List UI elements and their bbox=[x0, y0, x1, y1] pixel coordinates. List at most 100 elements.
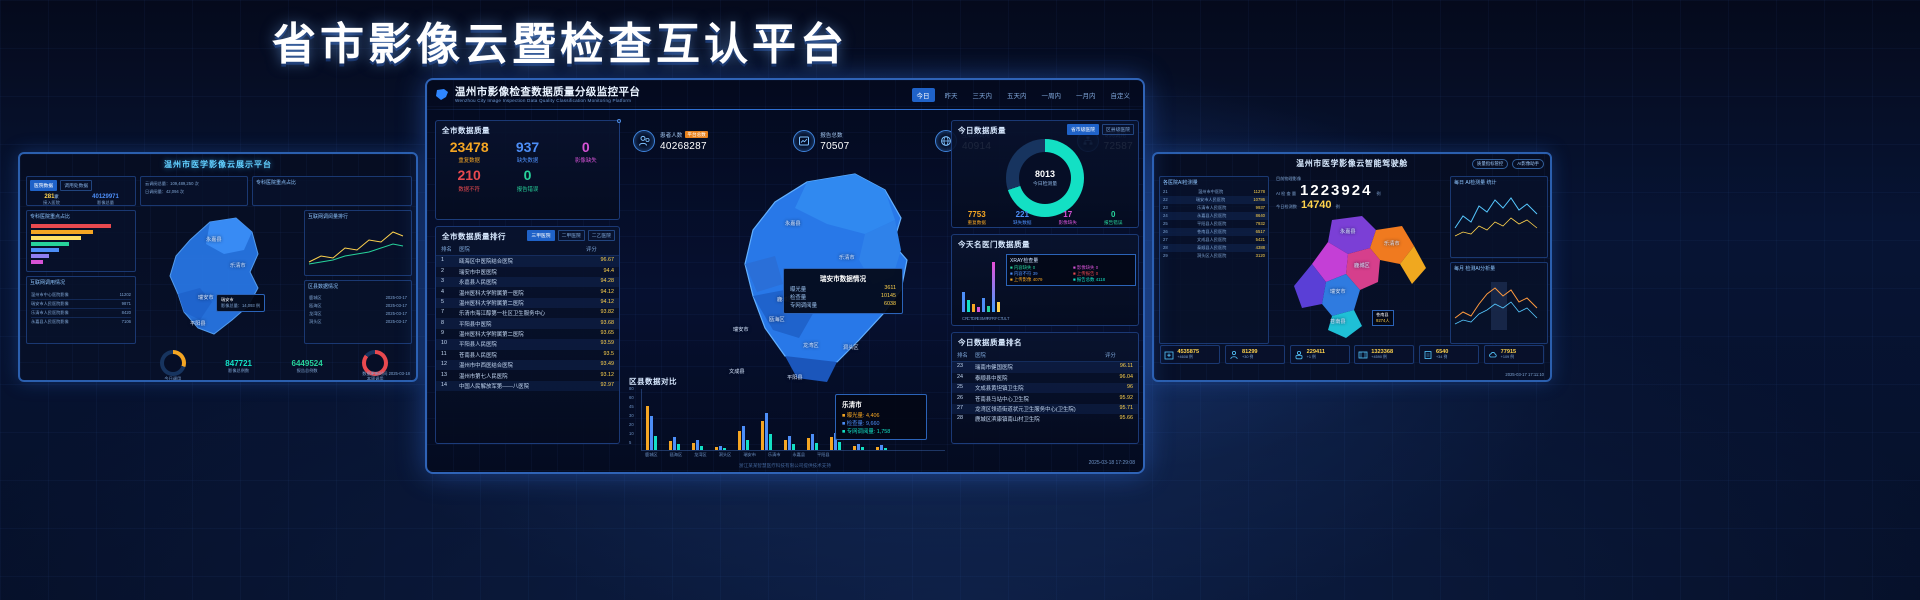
col-rank: 排名 bbox=[441, 247, 452, 254]
fc-v-0: 4535875 bbox=[1177, 349, 1200, 355]
map-label-yongjia: 永嘉县 bbox=[785, 221, 801, 227]
ai-line1-label: AI 检 查 量 bbox=[1276, 191, 1297, 196]
metric-patients-label: 患者人数 平台总数 bbox=[660, 131, 708, 139]
list-item[interactable]: 26 苍南县人民医院 6517 bbox=[1160, 228, 1268, 236]
cr-score-4: 94.12 bbox=[600, 298, 615, 305]
quality-control-button[interactable]: 质量指标管控 bbox=[1471, 159, 1509, 169]
left-tab-0[interactable]: 医院数据 bbox=[30, 180, 58, 191]
left-bar-1 bbox=[31, 230, 93, 234]
wenzhou-map: 永嘉县 乐清市 鹿城区 瓯海区 龙湾区 洞头区 瑞安市 文成县 平阳县 瑞安市数… bbox=[637, 160, 1127, 450]
filter-custom[interactable]: 自定义 bbox=[1110, 93, 1131, 100]
table-row[interactable]: 13 温州市第七人民医院 93.12 bbox=[436, 370, 619, 380]
footer-card-2[interactable]: 229411 +1 例 bbox=[1289, 345, 1350, 364]
tip-v-1: 10145 bbox=[881, 293, 896, 299]
table-row[interactable]: 1 瓯海区中医院结合医院 96.67 bbox=[436, 256, 619, 267]
ts-v-2: 17 bbox=[1063, 210, 1073, 219]
center-title-en: Wenzhou City Image Inspection Data Quali… bbox=[455, 97, 632, 103]
today-ranking-header: 排名 医院 评分 bbox=[952, 350, 1138, 363]
footer-card-4[interactable]: 6540 +34 例 bbox=[1418, 345, 1479, 364]
list-item[interactable]: 29 洞头区人民医院 3120 bbox=[1163, 253, 1265, 258]
tq-tab-0[interactable]: 省市级医院 bbox=[1067, 124, 1099, 135]
filter-yesterday[interactable]: 昨天 bbox=[944, 93, 958, 100]
rank-tab-1[interactable]: 二甲医院 bbox=[557, 230, 585, 241]
left-dashboard-screen: 温州市医学影像云展示平台 医院数据 调用处数据 281家 接入医院 401299… bbox=[18, 152, 418, 382]
today-ranking-list[interactable]: 23 瑞南市健国医院 96.11 24 泰顺县中医院 96.04 25 文成县黄坦镇卫生院… bbox=[952, 362, 1138, 424]
left-row-label-3: 永嘉县人民医院影像 bbox=[31, 319, 69, 324]
table-row[interactable]: 14 中国人民解放军第——八医院 92.97 bbox=[436, 380, 619, 392]
footer-card-3[interactable]: 1323368 +4590 例 bbox=[1354, 345, 1415, 364]
left-row-label-2: 乐清市人民医院影像 bbox=[31, 310, 69, 315]
filter-today[interactable]: 今日 bbox=[911, 88, 935, 102]
cr-score-8: 93.59 bbox=[600, 340, 615, 347]
right-ai-block: 目前物理影像 AI 检 查 量 1223924 例 今日检测数 14740 例 bbox=[1276, 176, 1436, 211]
table-row[interactable]: 7 乐清市海江醇第一社区卫生服务中心 93.82 bbox=[436, 308, 619, 318]
table-row[interactable]: 12 温州市中西医结合医院 93.49 bbox=[436, 359, 619, 371]
left-donut-0-label: 今日调用 bbox=[164, 376, 182, 381]
list-item[interactable]: 28 泰顺县人民医院 4388 bbox=[1160, 244, 1268, 252]
map-tooltip-title: 瑞安市数据情况 bbox=[819, 276, 867, 283]
footer-card-5[interactable]: 77915 +109 例 bbox=[1483, 345, 1544, 364]
table-row[interactable]: 10 平阳县人民医院 93.59 bbox=[436, 339, 619, 350]
table-row[interactable]: 2 瑞安市中医医院 94.4 bbox=[436, 267, 619, 277]
ai-assistant-button[interactable]: AI影像助手 bbox=[1512, 159, 1544, 169]
cr-rank-1: 2 bbox=[441, 267, 444, 274]
report-icon bbox=[793, 130, 816, 152]
table-row[interactable]: 4 温州医科大学附属第一医院 94.12 bbox=[436, 287, 619, 297]
table-row[interactable]: 24 泰顺县中医院 96.04 bbox=[952, 373, 1138, 383]
cloud-icon bbox=[1488, 351, 1497, 357]
right-ai-list[interactable]: 21 温州市中医院 11278 22 瑞安市人民医院 10786 23 乐清市人民医院 99… bbox=[1160, 188, 1268, 260]
city-ranking-list[interactable]: 1 瓯海区中医院结合医院 96.67 2 瑞安市中医医院 94.4 3 永嘉县人民医院 94… bbox=[436, 256, 619, 392]
filter-5days[interactable]: 五天内 bbox=[1007, 93, 1027, 100]
district-tooltip: 乐清市 ■ 曝光量: 4,406 ■ 检查量: 9,660 ■ 专网调阅量: 1… bbox=[835, 394, 927, 440]
rank-tab-2[interactable]: 二乙医院 bbox=[587, 230, 615, 241]
list-item[interactable]: 23 乐清市人民医院 9937 bbox=[1163, 205, 1265, 210]
list-item[interactable]: 21 温州市中医院 11278 bbox=[1163, 189, 1265, 194]
footer-card-1[interactable]: 81299 +30 例 bbox=[1224, 345, 1285, 364]
left-bar-2 bbox=[31, 236, 81, 240]
table-row[interactable]: 26 苍南县马站中心卫生院 95.92 bbox=[952, 393, 1138, 403]
filter-3days[interactable]: 三天内 bbox=[972, 93, 993, 100]
today-ranking-panel: 今日数据质量排名 排名 医院 评分 23 瑞南市健国医院 96.11 24 泰顺县中医… bbox=[951, 332, 1139, 444]
rank-tab-0[interactable]: 三甲医院 bbox=[527, 230, 555, 241]
table-row[interactable]: 8 平阳县中医院 93.68 bbox=[436, 318, 619, 329]
cr-hosp-9: 苍南县人民医院 bbox=[459, 352, 497, 359]
left-tabs-panel: 医院数据 调用处数据 281家 接入医院 40129971 影像总量 bbox=[26, 176, 136, 206]
filter-week[interactable]: 一周内 bbox=[1041, 93, 1062, 100]
left-map: 永嘉县 乐清市 瑞安市 平阳县 bbox=[140, 210, 300, 360]
table-row[interactable]: 5 温州医科大学附属第二医院 94.12 bbox=[436, 297, 619, 309]
left-map-label-3: 平阳县 bbox=[190, 321, 206, 327]
table-row[interactable]: 25 文成县黄坦镇卫生院 96 bbox=[952, 382, 1138, 394]
tcol-hospital: 医院 bbox=[975, 353, 986, 360]
today-stat-2: 17 影像缺失 bbox=[1059, 210, 1077, 226]
tq-tab-1[interactable]: 区县级医院 bbox=[1102, 124, 1134, 135]
yt-4: 20 bbox=[629, 422, 634, 427]
left-d-2: 龙湾区 bbox=[309, 311, 322, 316]
map-label-pingyang: 平阳县 bbox=[787, 375, 803, 381]
table-row[interactable]: 23 瑞南市健国医院 96.11 bbox=[952, 362, 1138, 373]
list-item[interactable]: 25 平阳县人民医院 7932 bbox=[1163, 221, 1265, 226]
table-row[interactable]: 27 龙湾区领道街道状元卫生服务中心(卫生院) 95.71 bbox=[952, 403, 1138, 415]
list-item[interactable]: 24 永嘉县人民医院 8640 bbox=[1160, 212, 1268, 220]
cr-hosp-5: 乐清市海江醇第一社区卫生服务中心 bbox=[459, 311, 546, 318]
metric-patients-value: 40268287 bbox=[660, 140, 707, 152]
left-kpi-1-label: 影像总量 bbox=[97, 200, 114, 205]
left-d-1: 瓯海区 bbox=[309, 303, 322, 308]
filter-month[interactable]: 一月内 bbox=[1076, 93, 1096, 100]
table-row[interactable]: 28 鹿城区滨康镇南山村卫生院 95.66 bbox=[952, 414, 1138, 424]
left-bottom-stats: 今日调用 847721 影像总例数 6449524 报告总例数 本周调用 bbox=[140, 350, 408, 381]
left-tab-1[interactable]: 调用处数据 bbox=[60, 180, 93, 191]
left-dv-0: 2025-03-17 bbox=[385, 295, 407, 300]
left-panel-title-2: 互联网调用情况 bbox=[30, 280, 66, 286]
list-item[interactable]: 22 瑞安市人民医院 10786 bbox=[1160, 196, 1268, 204]
table-row[interactable]: 9 温州医科大学附属第二医院 93.65 bbox=[436, 329, 619, 339]
footer-card-0[interactable]: 4535875 +4608 例 bbox=[1160, 345, 1221, 364]
ai-subtitle: 目前物理影像 bbox=[1276, 176, 1302, 181]
list-item[interactable]: 27 文成县人民医院 5421 bbox=[1163, 237, 1265, 242]
table-row[interactable]: 3 永嘉县人民医院 94.28 bbox=[436, 276, 619, 288]
fc-s-3: +4590 例 bbox=[1371, 355, 1387, 359]
metric-patients: 患者人数 平台总数 40268287 bbox=[633, 130, 708, 152]
cr-rank-9: 11 bbox=[441, 350, 447, 357]
tcol-rank: 排名 bbox=[957, 353, 968, 360]
table-row[interactable]: 11 苍南县人民医院 93.5 bbox=[436, 350, 619, 360]
left-internet-panel: 互联网调用情况 温州市中心医院影像 11202 瑞安市人民医院影像 9871 乐清市… bbox=[26, 276, 136, 344]
